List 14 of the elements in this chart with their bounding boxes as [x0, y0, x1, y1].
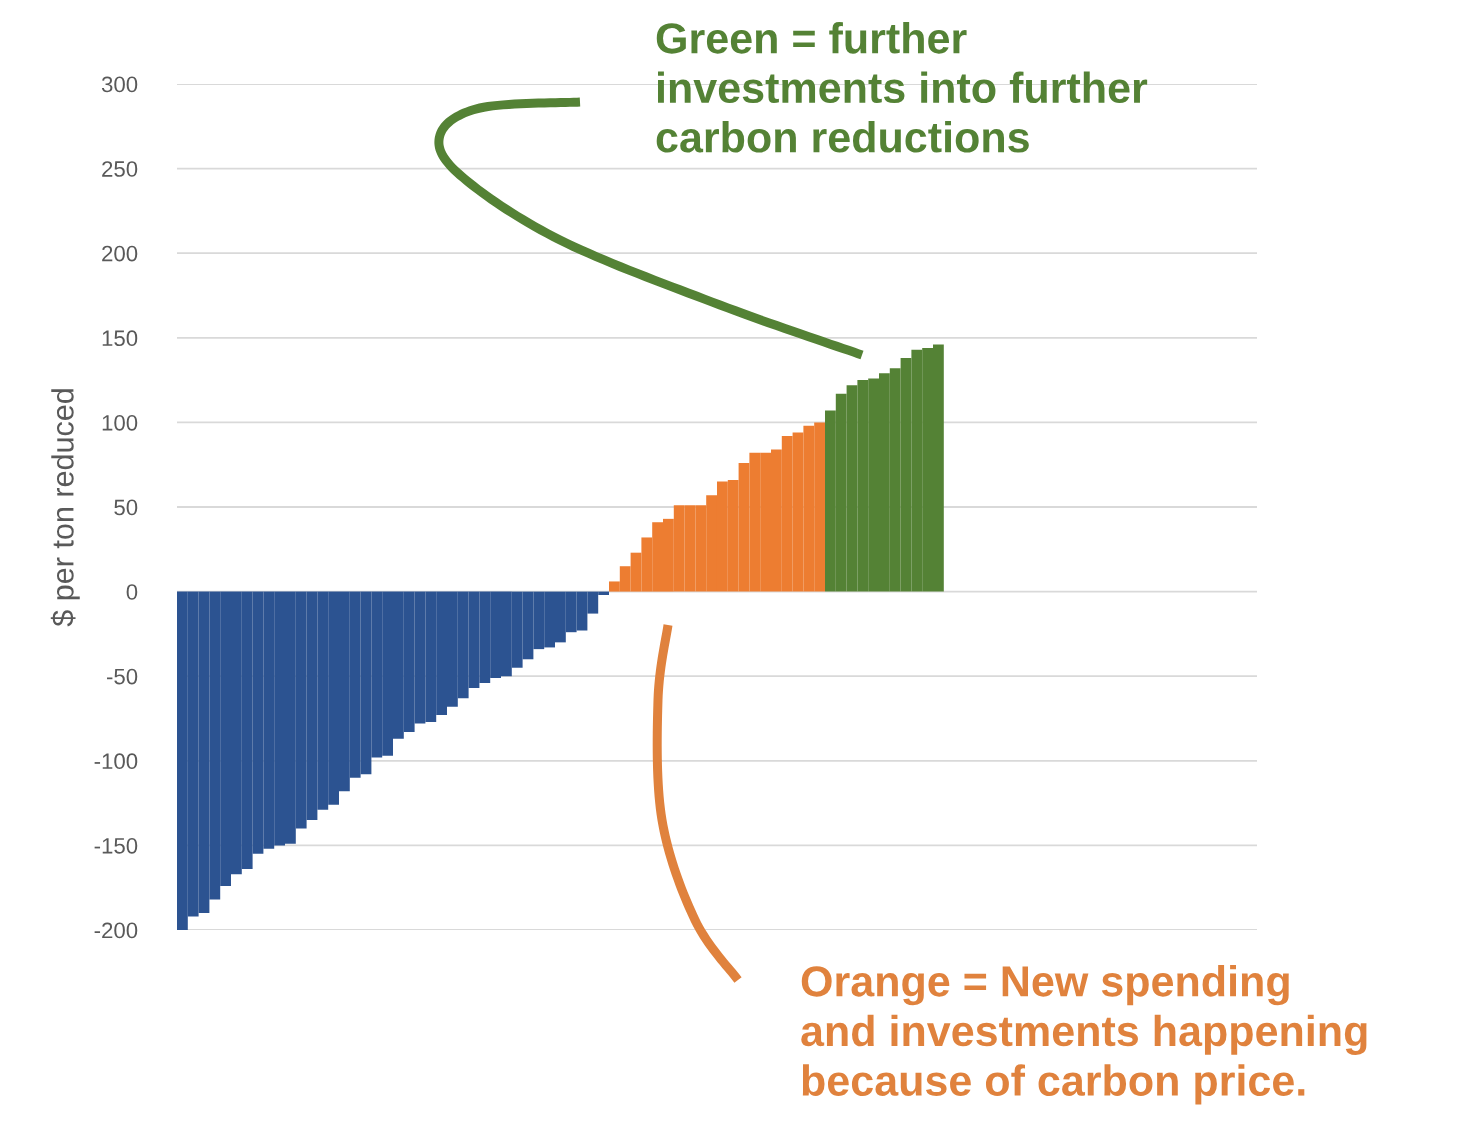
y-tick-label: -200	[94, 922, 138, 939]
y-tick-label: 0	[126, 584, 138, 600]
y-tick-label: 50	[114, 499, 138, 516]
text: Orange = New spending and investments happening because of carbon price.	[801, 965, 1367, 1105]
y-tick-label: -100	[94, 753, 138, 770]
annotation: Green = further investments into further carbon reductions	[656, 22, 1148, 153]
y-tick-label: 250	[102, 161, 138, 177]
y-tick-label: -150	[94, 837, 138, 854]
y-tick-label: 200	[102, 245, 138, 262]
y-tick-label: 100	[102, 414, 138, 431]
y-tick-label: -50	[106, 668, 138, 685]
y-tick-label: 150	[102, 330, 138, 347]
y-tick-label: 300	[101, 76, 138, 93]
y-axis-title: $ per ton reduced	[50, 389, 80, 627]
